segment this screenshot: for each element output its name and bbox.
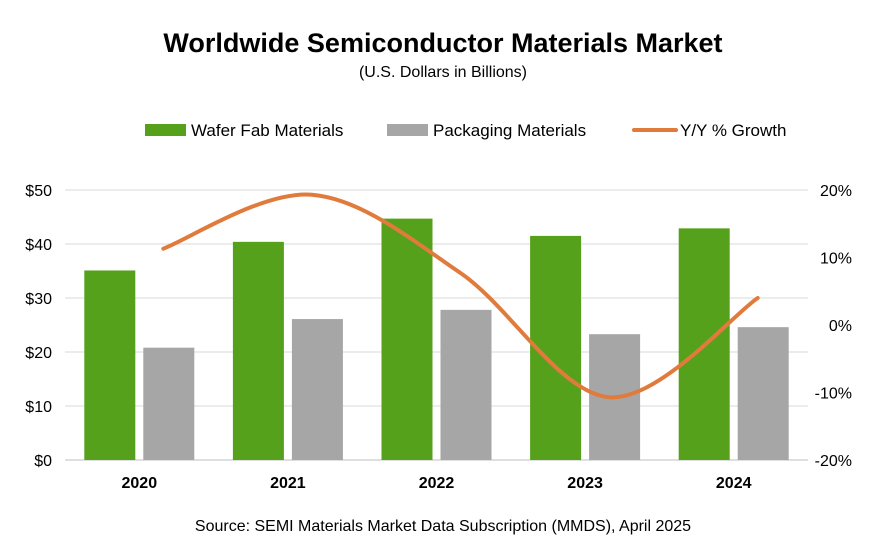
legend-wafer-fab-swatch	[145, 124, 186, 136]
bar-packaging	[737, 327, 789, 460]
growth-line	[161, 192, 760, 400]
legend-packaging-label: Packaging Materials	[433, 121, 586, 140]
x-tick-label: 2021	[270, 475, 306, 492]
chart-source: Source: SEMI Materials Market Data Subsc…	[194, 518, 692, 535]
bar-wafer-fab	[381, 218, 433, 460]
y-tick-label: $50	[25, 183, 52, 200]
legend-packaging-swatch	[387, 124, 428, 136]
bar-wafer-fab	[84, 270, 136, 460]
y2-tick-label: -20%	[815, 453, 852, 470]
chart-title: Worldwide Semiconductor Materials Market	[163, 28, 723, 58]
chart-subtitle: (U.S. Dollars in Billions)	[358, 64, 528, 81]
y-tick-label: $10	[25, 399, 52, 416]
bar-packaging	[291, 319, 343, 460]
x-tick-label: 2020	[122, 475, 158, 492]
y2-tick-label: -10%	[815, 386, 852, 403]
bar-packaging	[143, 347, 195, 460]
y2-tick-label: 0%	[829, 318, 852, 335]
bar-packaging	[440, 309, 492, 460]
legend-growth-label: Y/Y % Growth	[680, 121, 786, 140]
y2-tick-label: 20%	[820, 183, 852, 200]
x-tick-label: 2023	[567, 475, 603, 492]
y2-tick-label: 10%	[820, 251, 852, 268]
y-tick-label: $30	[25, 291, 52, 308]
bar-wafer-fab	[232, 241, 284, 460]
x-tick-label: 2024	[716, 475, 752, 492]
y-tick-label: $20	[25, 345, 52, 362]
y-tick-label: $40	[25, 237, 52, 254]
y-tick-label: $0	[34, 453, 52, 470]
x-tick-label: 2022	[419, 475, 455, 492]
legend-wafer-fab-label: Wafer Fab Materials	[191, 121, 343, 140]
